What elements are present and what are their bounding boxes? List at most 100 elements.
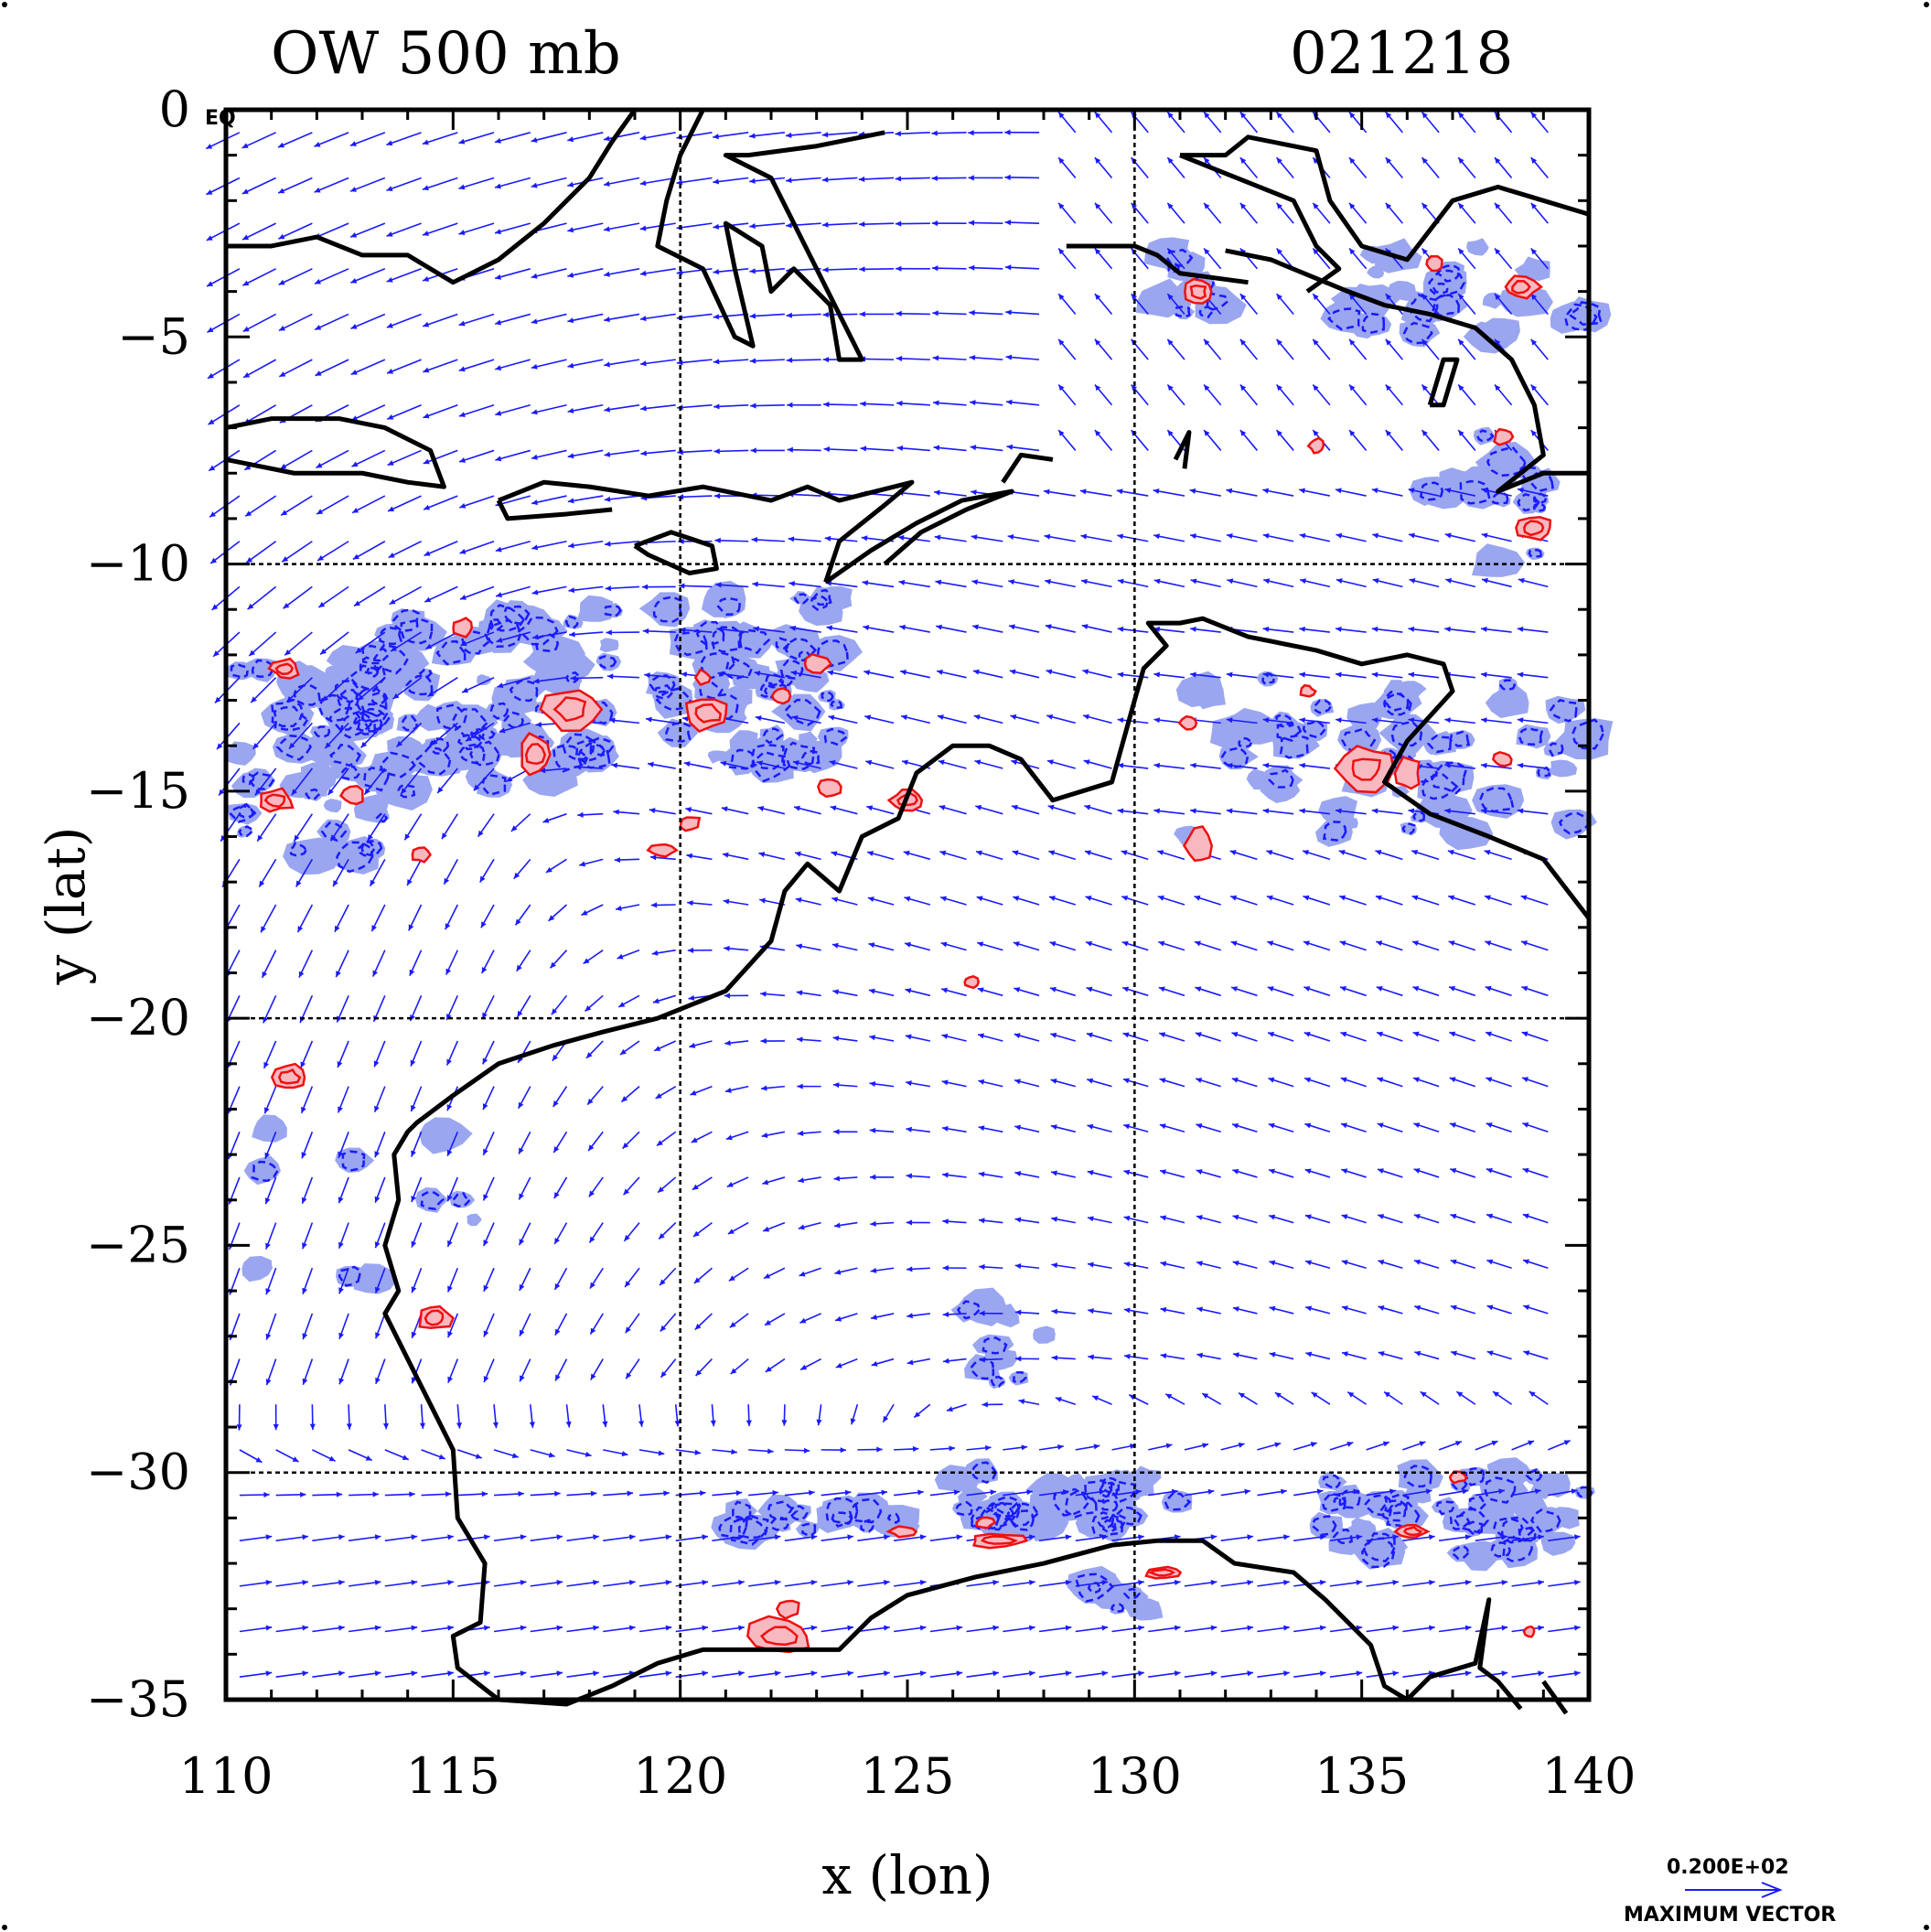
negative-ow-fill xyxy=(799,731,818,746)
wind-vector-head xyxy=(411,1196,417,1203)
negative-ow-contour xyxy=(1114,1506,1143,1526)
wind-vector-head xyxy=(251,696,257,703)
wind-vector xyxy=(427,677,458,698)
wind-vector-head xyxy=(865,759,873,766)
wind-vector-head xyxy=(1538,1579,1544,1586)
negative-ow-contour xyxy=(360,703,389,724)
wind-vector-head xyxy=(749,358,756,364)
wind-vector-head xyxy=(352,507,359,513)
wind-vector-head xyxy=(640,405,647,412)
wind-vector-head xyxy=(746,1420,752,1426)
wind-vector-head xyxy=(373,1060,380,1068)
wind-vector-head xyxy=(1094,430,1101,436)
wind-vector-head xyxy=(278,279,285,285)
negative-ow-contour xyxy=(729,1518,768,1546)
wind-vector-head xyxy=(1523,1304,1530,1311)
negative-ow-contour xyxy=(1403,1465,1432,1488)
wind-vector xyxy=(676,132,713,139)
wind-vector-head xyxy=(1336,717,1342,724)
wind-vector-head xyxy=(1349,112,1356,119)
wind-vector-head xyxy=(520,1329,525,1336)
negative-ow-contour xyxy=(886,1512,900,1524)
wind-vector-head xyxy=(683,761,691,767)
wind-vector-head xyxy=(401,788,407,795)
wind-vector xyxy=(786,222,821,227)
positive-ow-contour-inner xyxy=(424,1309,445,1326)
wind-vector-head xyxy=(316,509,324,515)
negative-ow-contour xyxy=(1261,672,1275,686)
negative-ow-contour xyxy=(1101,1476,1121,1494)
wind-vector-head xyxy=(702,1579,709,1586)
negative-ow-fill xyxy=(1346,702,1382,734)
wind-vector-head xyxy=(1342,1351,1348,1358)
wind-vector-head xyxy=(1486,1031,1492,1037)
wind-vector xyxy=(316,449,349,469)
wind-vector xyxy=(423,404,458,419)
wind-vector xyxy=(314,132,349,147)
positive-ow-contour xyxy=(646,843,679,858)
negative-ow-contour xyxy=(352,710,383,733)
wind-vector-head xyxy=(1375,895,1382,901)
wind-vector-head xyxy=(621,1096,628,1102)
wind-vector-head xyxy=(1159,1078,1166,1084)
wind-vector-head xyxy=(1486,1077,1493,1083)
wind-vector xyxy=(206,177,241,196)
wind-vector-head xyxy=(459,595,467,600)
wind-vector-head xyxy=(482,1057,488,1065)
negative-ow-contour xyxy=(338,710,372,739)
negative-ow-fill xyxy=(505,604,552,636)
wind-vector-head xyxy=(835,1315,842,1322)
wind-vector-head xyxy=(1408,717,1415,724)
wind-vector-head xyxy=(495,229,501,235)
wind-vector-head xyxy=(901,714,907,721)
wind-vector-head xyxy=(976,896,983,902)
wind-vector-head xyxy=(1204,430,1210,436)
wind-vector-head xyxy=(956,1625,963,1631)
wind-vector xyxy=(749,313,785,317)
wind-vector-head xyxy=(411,1286,417,1293)
wind-vector-head xyxy=(919,1579,927,1586)
negative-ow-fill xyxy=(1350,1517,1374,1535)
wind-vector-head xyxy=(208,419,215,425)
y-tick-labels: 0−5−10−15−20−25−30−35 xyxy=(86,80,190,1728)
wind-vector-head xyxy=(265,1333,272,1340)
wind-vector-head xyxy=(1058,248,1065,255)
wind-vector-head xyxy=(884,1670,890,1677)
wind-vector-head xyxy=(1517,626,1524,632)
wind-vector-head xyxy=(1081,624,1089,630)
wind-vector-head xyxy=(1262,488,1270,494)
wind-vector-head xyxy=(542,817,550,823)
wind-vector-head xyxy=(1378,1351,1385,1357)
positive-ow-contour xyxy=(520,731,552,777)
wind-vector-head xyxy=(1138,1625,1144,1631)
negative-ow-contour xyxy=(486,618,522,649)
wind-vector-head xyxy=(685,807,692,813)
wind-vector xyxy=(458,495,495,509)
wind-vector-head xyxy=(1050,1079,1057,1084)
wind-vector-head xyxy=(1207,1488,1215,1495)
wind-vector-head xyxy=(1157,895,1164,901)
wind-vector-head xyxy=(940,941,948,948)
wind-vector-head xyxy=(895,176,902,182)
negative-ow-contour xyxy=(489,702,510,720)
wind-vector xyxy=(460,631,495,647)
wind-vector-head xyxy=(847,1579,853,1586)
wind-vector-head xyxy=(441,832,447,840)
wind-vector-head xyxy=(1530,430,1538,436)
wind-vector-head xyxy=(757,806,765,811)
wind-vector-head xyxy=(350,187,357,192)
wind-vector-head xyxy=(1462,1488,1469,1495)
negative-ow-contour xyxy=(1428,269,1466,299)
y-tick-label: −5 xyxy=(117,307,190,365)
positive-ow-contour xyxy=(259,787,295,813)
wind-vector-head xyxy=(1093,1444,1100,1450)
wind-vector-head xyxy=(884,1579,890,1586)
negative-ow-contour xyxy=(379,751,416,778)
wind-vector-head xyxy=(214,696,221,703)
negative-ow-fill xyxy=(371,672,404,700)
wind-vector xyxy=(392,677,423,700)
wind-vector-head xyxy=(1530,294,1538,300)
wind-vector-head xyxy=(446,1104,453,1111)
wind-vector xyxy=(386,359,422,374)
wind-vector-head xyxy=(1196,1261,1203,1267)
